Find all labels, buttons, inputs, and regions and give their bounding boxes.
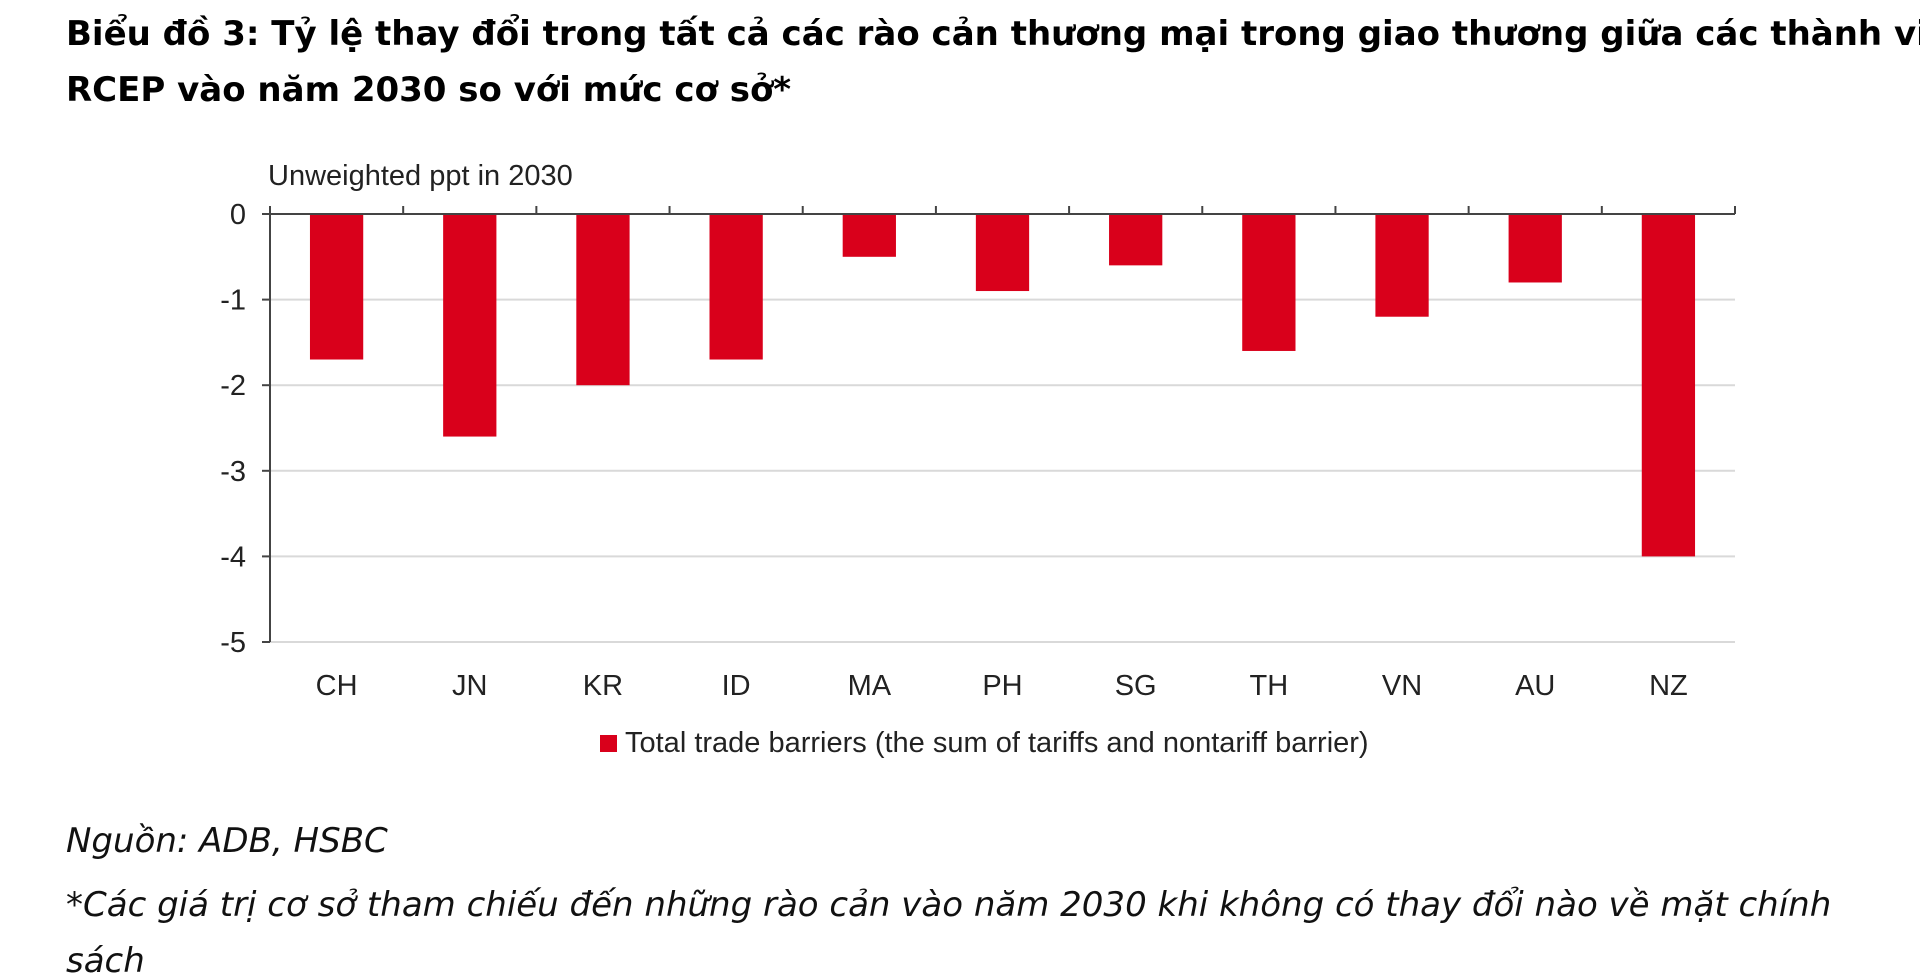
y-tick-label: -1: [220, 285, 246, 317]
category-label-ph: PH: [982, 670, 1022, 702]
source-note: Nguồn: ADB, HSBC: [66, 821, 388, 861]
y-tick-label: -3: [220, 456, 246, 488]
bar-sg: [1109, 214, 1163, 266]
footnote-line-2: sách: [66, 941, 145, 980]
y-tick-label: -2: [220, 370, 246, 402]
bars: [309, 214, 1696, 557]
category-label-ma: MA: [848, 670, 892, 702]
footnote: *Các giá trị cơ sở tham chiếu đến những …: [66, 877, 1886, 980]
bar-id: [709, 214, 763, 360]
bar-nz: [1641, 214, 1696, 557]
y-tick-label: -4: [220, 541, 246, 573]
y-tick-label: -5: [220, 627, 246, 659]
gridlines: [270, 298, 1735, 643]
labels: 0 -1 -2 -3 -4 -5 CH JN KR ID MA PH SG TH VN AU NZ Unweigh…: [220, 160, 1688, 702]
category-label-kr: KR: [583, 670, 623, 702]
bar-kr: [576, 214, 630, 386]
category-label-ch: CH: [316, 670, 358, 702]
chart-title-line-2: RCEP vào năm 2030 so với mức cơ sở*: [66, 70, 792, 110]
category-label-id: ID: [722, 670, 751, 702]
category-label-vn: VN: [1382, 670, 1422, 702]
bar-ph: [975, 214, 1030, 292]
category-label-nz: NZ: [1649, 670, 1688, 702]
chart-title-line-1: Biểu đồ 3: Tỷ lệ thay đổi trong tất cả c…: [66, 14, 1920, 54]
category-label-sg: SG: [1115, 670, 1157, 702]
legend-swatch: [600, 735, 617, 752]
legend: Total trade barriers (the sum of tariffs…: [600, 727, 1369, 759]
category-label-au: AU: [1515, 670, 1555, 702]
bar-th: [1242, 214, 1296, 351]
axes: [262, 206, 1736, 643]
bar-au: [1508, 214, 1562, 283]
bar-jn: [443, 214, 497, 437]
chart-title: Biểu đồ 3: Tỷ lệ thay đổi trong tất cả c…: [66, 6, 1920, 118]
bar-ch: [309, 214, 364, 360]
footnote-line-1: *Các giá trị cơ sở tham chiếu đến những …: [66, 885, 1832, 925]
legend-label: Total trade barriers (the sum of tariffs…: [625, 727, 1369, 759]
bar-vn: [1375, 214, 1429, 317]
category-label-jn: JN: [452, 670, 487, 702]
bar-ma: [842, 214, 896, 257]
y-tick-label: 0: [230, 199, 246, 231]
bar-chart: 0 -1 -2 -3 -4 -5 CH JN KR ID MA PH SG TH VN AU NZ Unweigh…: [220, 160, 1736, 759]
category-label-th: TH: [1250, 670, 1289, 702]
y-axis-title: Unweighted ppt in 2030: [268, 160, 573, 192]
